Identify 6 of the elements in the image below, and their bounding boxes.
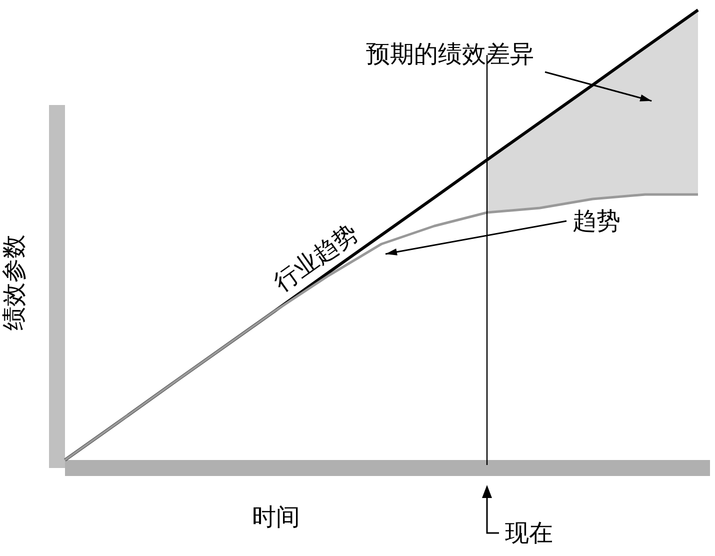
annotation: 预期的绩效差异 <box>366 42 534 68</box>
text: 现在 <box>505 521 553 547</box>
series-label: 趋势 <box>572 209 620 235</box>
y-axis-title: 绩效参数 <box>2 234 28 330</box>
x-axis-title: 时间 <box>252 505 300 531</box>
legend-label: 行业趋势 <box>270 220 363 298</box>
